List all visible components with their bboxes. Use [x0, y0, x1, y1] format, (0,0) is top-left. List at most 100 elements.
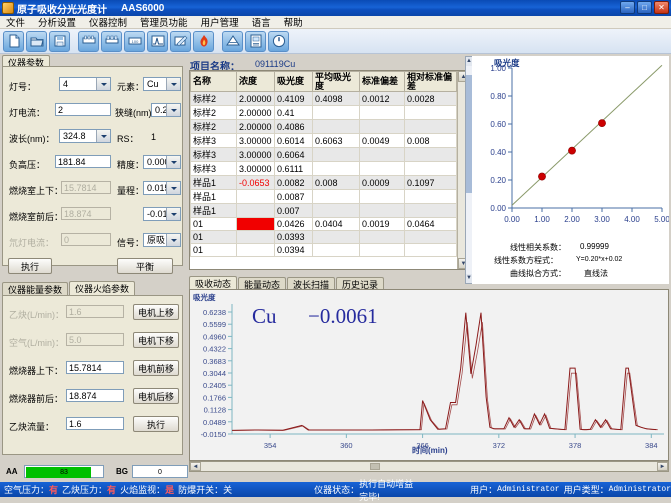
cell-absorbance[interactable]: 0.0082 — [274, 175, 313, 190]
input-acetylene-flow[interactable]: 1.6 — [66, 417, 124, 430]
input-negative-hv[interactable]: 181.84 — [55, 155, 111, 168]
cell-relative-standard-deviation[interactable] — [404, 243, 457, 257]
input-burner-vertical[interactable]: 15.7814 — [66, 361, 124, 374]
cal-scroll-down-icon[interactable]: ▼ — [466, 274, 472, 283]
cell-average-absorbance[interactable] — [312, 230, 360, 244]
cell-absorbance[interactable]: 0.6064 — [274, 147, 313, 162]
cell-relative-standard-deviation[interactable] — [404, 161, 457, 176]
close-button[interactable]: ✕ — [654, 1, 669, 14]
table-scroll-down-icon[interactable]: ▼ — [458, 258, 468, 269]
cell-name[interactable]: 标样2 — [190, 105, 237, 120]
cal-scroll-thumb[interactable] — [466, 75, 472, 193]
balance-button[interactable]: 平衡 — [117, 258, 173, 274]
lamp-rack-2-icon[interactable] — [101, 30, 122, 52]
motor-up-button[interactable]: 电机上移 — [133, 304, 179, 320]
cell-absorbance[interactable]: 0.4109 — [274, 91, 313, 106]
select-wavelength[interactable]: 324.8 — [59, 129, 111, 143]
cell-absorbance[interactable]: 0.0087 — [274, 189, 313, 204]
cell-concentration[interactable] — [236, 230, 275, 244]
cell-absorbance[interactable]: 0.007 — [274, 203, 313, 218]
cell-relative-standard-deviation[interactable] — [404, 203, 457, 218]
cell-standard-deviation[interactable]: 0.0019 — [359, 217, 405, 231]
cell-name[interactable]: 标样2 — [190, 91, 237, 106]
cell-concentration[interactable] — [236, 203, 275, 218]
maximize-button[interactable]: □ — [637, 1, 652, 14]
cell-relative-standard-deviation[interactable] — [404, 230, 457, 244]
menu-item-control[interactable]: 仪器控制 — [89, 18, 128, 29]
execute-button[interactable]: 执行 — [8, 258, 52, 274]
cell-standard-deviation[interactable] — [359, 189, 405, 204]
minimize-button[interactable]: – — [620, 1, 635, 14]
cell-absorbance[interactable]: 0.0394 — [274, 243, 313, 257]
cell-standard-deviation[interactable]: 0.0009 — [359, 175, 405, 190]
select-slit[interactable]: 0.2 — [151, 103, 181, 117]
cell-average-absorbance[interactable] — [312, 147, 360, 162]
cell-absorbance[interactable]: 0.0426 — [274, 217, 313, 231]
cell-relative-standard-deviation[interactable]: 0.1097 — [404, 175, 457, 190]
lamp-rack-icon[interactable] — [78, 30, 99, 52]
cell-relative-standard-deviation[interactable]: 0.0028 — [404, 91, 457, 106]
cell-average-absorbance[interactable]: 0.008 — [312, 175, 360, 190]
cell-standard-deviation[interactable]: 0.0049 — [359, 133, 405, 148]
cell-concentration[interactable]: 2.00000 — [236, 91, 275, 106]
select-range[interactable]: 0.0150 — [143, 181, 181, 195]
cell-relative-standard-deviation[interactable] — [404, 189, 457, 204]
cell-relative-standard-deviation[interactable]: 0.0464 — [404, 217, 457, 231]
cell-absorbance[interactable]: 0.6111 — [274, 161, 313, 176]
table-row[interactable]: 标样3 3.00000 0.6111 — [190, 161, 457, 176]
input-lamp-current[interactable]: 2 — [55, 103, 111, 116]
motor-forward-button[interactable]: 电机前移 — [133, 360, 179, 376]
cell-relative-standard-deviation[interactable] — [404, 105, 457, 120]
menu-item-admin[interactable]: 管理员功能 — [140, 18, 188, 29]
menu-item-analysis[interactable]: 分析设置 — [38, 18, 77, 29]
cell-standard-deviation[interactable]: 0.0012 — [359, 91, 405, 106]
motor-down-button[interactable]: 电机下移 — [133, 332, 179, 348]
cal-scroll-up-icon[interactable]: ▲ — [466, 57, 472, 66]
tab-flame-params[interactable]: 仪器火焰参数 — [69, 281, 136, 295]
select-signal[interactable]: 原吸 — [143, 233, 181, 247]
cell-name[interactable]: 标样3 — [190, 161, 237, 176]
table-row[interactable]: 标样2 2.00000 0.41 — [190, 105, 457, 120]
cell-concentration[interactable] — [236, 189, 275, 204]
input-acetylene-flow-lmin[interactable]: 1.6 — [66, 305, 124, 318]
tab-history[interactable]: 历史记录 — [336, 277, 385, 290]
select-precision[interactable]: 0.0000 — [143, 155, 181, 169]
flame-icon[interactable] — [193, 30, 214, 52]
table-row[interactable]: 样品1 0.0087 — [190, 189, 457, 204]
cell-average-absorbance[interactable] — [312, 189, 360, 204]
menu-item-users[interactable]: 用户管理 — [200, 18, 239, 29]
cell-concentration[interactable]: 3.00000 — [236, 133, 275, 148]
table-row[interactable]: 样品1 -0.0653 0.0082 0.008 0.0009 0.1097 — [190, 175, 457, 190]
results-table-container[interactable]: 名称 浓度 吸光度 平均吸光度 标准偏差 相对标准偏差 标样2 2.00000 0.… — [189, 70, 469, 270]
cell-name[interactable]: 标样3 — [190, 147, 237, 162]
cell-name[interactable]: 01 — [190, 217, 237, 231]
tab-wavelength-scan[interactable]: 波长扫描 — [287, 277, 336, 290]
tab-instrument-params[interactable]: 仪器参数 — [2, 55, 51, 69]
cell-absorbance[interactable]: 0.41 — [274, 105, 313, 120]
input-chamber-horizontal[interactable]: 18.874 — [61, 207, 111, 220]
table-row[interactable]: 样品1 0.007 — [190, 203, 457, 218]
cell-relative-standard-deviation[interactable] — [404, 147, 457, 162]
input-burner-horizontal[interactable]: 18.874 — [66, 389, 124, 402]
open-folder-icon[interactable] — [26, 30, 47, 52]
cell-standard-deviation[interactable] — [359, 105, 405, 120]
cell-name[interactable]: 样品1 — [190, 175, 237, 190]
input-chamber-vertical[interactable]: 15.7814 — [61, 181, 111, 194]
new-file-icon[interactable] — [3, 30, 24, 52]
tab-energy-params[interactable]: 仪器能量参数 — [2, 282, 69, 295]
motor-backward-button[interactable]: 电机后移 — [133, 388, 179, 404]
menu-item-language[interactable]: 语言 — [251, 18, 271, 29]
power-icon[interactable] — [268, 30, 289, 52]
select-range-negative[interactable]: -0.0150 — [143, 207, 181, 221]
cell-concentration[interactable]: 2.00000 — [236, 105, 275, 120]
cell-relative-standard-deviation[interactable] — [404, 119, 457, 134]
cell-name[interactable]: 01 — [190, 243, 237, 257]
cell-concentration[interactable]: 2.00000 — [236, 119, 275, 134]
cell-absorbance[interactable]: 0.4086 — [274, 119, 313, 134]
save-disk-icon[interactable] — [49, 30, 70, 52]
tab-energy-dynamic[interactable]: 能量动态 — [238, 277, 287, 290]
cell-concentration[interactable]: 0.1000 — [236, 217, 275, 231]
cell-average-absorbance[interactable]: 0.6063 — [312, 133, 360, 148]
cell-standard-deviation[interactable] — [359, 203, 405, 218]
table-scroll-up-icon[interactable]: ▲ — [458, 71, 468, 82]
